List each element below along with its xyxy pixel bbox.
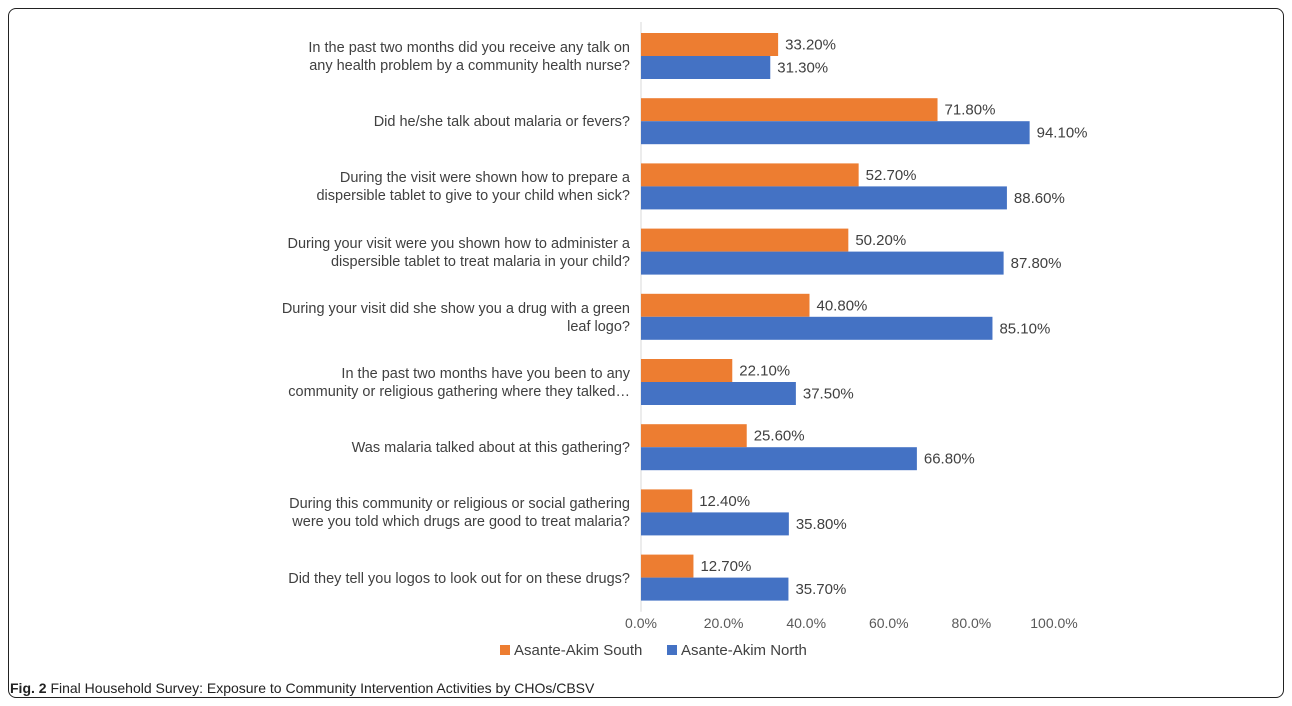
legend-swatch-south xyxy=(500,645,510,655)
caption-text: Final Household Survey: Exposure to Comm… xyxy=(46,680,595,696)
bar-north-8 xyxy=(641,577,789,601)
x-tick-label-2: 40.0% xyxy=(786,615,826,631)
bar-north-7 xyxy=(641,512,789,536)
category-label-2: During the visit were shown how to prepa… xyxy=(110,169,630,205)
category-label-5: In the past two months have you been to … xyxy=(110,365,630,401)
data-label-south-2: 52.70% xyxy=(866,167,917,184)
bar-south-6 xyxy=(641,424,747,448)
category-label-1: Did he/she talk about malaria or fevers? xyxy=(110,113,630,131)
category-label-line: During this community or religious or so… xyxy=(289,496,630,513)
category-label-3: During your visit were you shown how to … xyxy=(110,235,630,271)
category-label-7: During this community or religious or so… xyxy=(110,495,630,531)
category-label-line: were you told which drugs are good to tr… xyxy=(292,514,630,531)
category-label-8: Did they tell you logos to look out for … xyxy=(110,570,630,588)
caption-prefix: Fig. 2 xyxy=(10,680,47,696)
category-label-line: In the past two months have you been to … xyxy=(341,366,630,382)
category-label-6: Was malaria talked about at this gatheri… xyxy=(110,439,630,457)
legend-swatch-north xyxy=(667,645,677,655)
category-label-line: During your visit were you shown how to … xyxy=(287,235,630,252)
data-label-north-0: 31.30% xyxy=(777,60,828,77)
bar-north-4 xyxy=(641,316,993,340)
data-label-north-2: 88.60% xyxy=(1014,190,1065,207)
bar-south-2 xyxy=(641,163,859,187)
bar-south-8 xyxy=(641,554,694,578)
category-label-line: During the visit were shown how to prepa… xyxy=(339,170,630,187)
data-label-north-6: 66.80% xyxy=(924,451,975,468)
category-label-line: During your visit did she show you a dru… xyxy=(281,300,630,317)
category-label-line: leaf logo? xyxy=(567,318,630,335)
x-tick-label-1: 20.0% xyxy=(704,615,744,631)
x-tick-label-3: 60.0% xyxy=(869,615,909,631)
data-label-south-7: 12.40% xyxy=(699,493,750,510)
category-label-4: During your visit did she show you a dru… xyxy=(110,300,630,336)
bar-south-1 xyxy=(641,98,938,122)
category-label-line: any health problem by a community health… xyxy=(309,58,630,74)
data-label-north-5: 37.50% xyxy=(803,386,854,403)
category-label-0: In the past two months did you receive a… xyxy=(110,39,630,75)
data-label-north-4: 85.10% xyxy=(999,320,1050,337)
category-label-line: In the past two months did you receive a… xyxy=(308,40,630,56)
data-label-north-3: 87.80% xyxy=(1011,255,1062,272)
bar-south-5 xyxy=(641,359,733,382)
bar-south-7 xyxy=(641,489,693,513)
data-label-south-4: 40.80% xyxy=(817,297,868,314)
figure-caption: Fig. 2 Final Household Survey: Exposure … xyxy=(10,680,594,696)
legend-label-north: Asante-Akim North xyxy=(681,642,807,659)
legend-label-south: Asante-Akim South xyxy=(514,642,642,659)
category-label-line: community or religious gathering where t… xyxy=(288,384,630,400)
data-label-south-1: 71.80% xyxy=(945,102,996,119)
bar-north-2 xyxy=(641,186,1007,210)
x-tick-label-0: 0.0% xyxy=(625,615,657,631)
bar-north-3 xyxy=(641,251,1004,275)
category-label-line: dispersible tablet to treat malaria in y… xyxy=(330,253,630,270)
data-label-north-8: 35.70% xyxy=(795,581,846,598)
category-label-line: Did he/she talk about malaria or fevers? xyxy=(373,114,630,131)
data-label-north-7: 35.80% xyxy=(796,516,847,533)
bar-north-6 xyxy=(641,447,917,471)
x-tick-label-4: 80.0% xyxy=(952,615,992,631)
data-label-north-1: 94.10% xyxy=(1037,125,1088,142)
category-label-line: Was malaria talked about at this gatheri… xyxy=(351,440,630,457)
bar-south-3 xyxy=(641,228,849,252)
data-label-south-8: 12.70% xyxy=(700,558,751,575)
data-label-south-3: 50.20% xyxy=(855,232,906,249)
data-label-south-0: 33.20% xyxy=(785,37,836,54)
category-label-line: dispersible tablet to give to your child… xyxy=(316,188,630,205)
bar-north-5 xyxy=(641,382,796,405)
bar-north-0 xyxy=(641,56,771,79)
bar-south-0 xyxy=(641,33,779,56)
bar-south-4 xyxy=(641,293,810,317)
figure-frame xyxy=(8,8,1284,698)
category-label-line: Did they tell you logos to look out for … xyxy=(288,570,630,587)
x-tick-label-5: 100.0% xyxy=(1030,615,1077,631)
bar-north-1 xyxy=(641,121,1030,145)
data-label-south-5: 22.10% xyxy=(739,363,790,380)
data-label-south-6: 25.60% xyxy=(754,428,805,445)
